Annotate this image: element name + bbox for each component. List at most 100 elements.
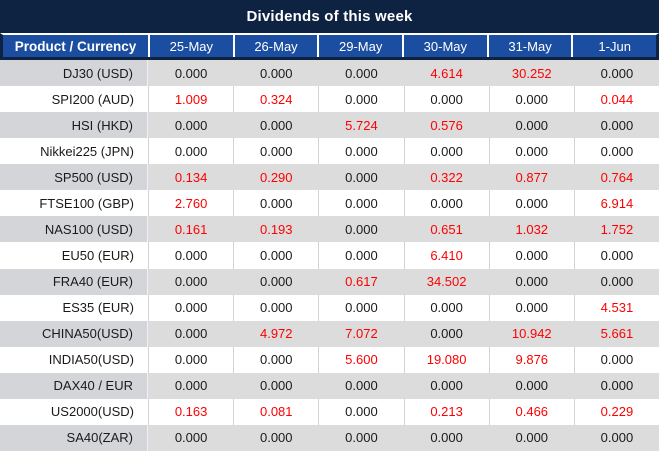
dividend-value: 0.000 <box>318 372 404 399</box>
dividend-value: 0.000 <box>318 242 404 269</box>
product-label: Nikkei225 (JPN) <box>0 138 148 165</box>
dividend-value: 0.000 <box>403 294 489 321</box>
dividend-value: 0.000 <box>148 112 234 139</box>
dividend-value: 0.000 <box>148 242 234 269</box>
dividend-value: 0.617 <box>318 268 404 295</box>
dividend-value: 0.000 <box>148 60 234 87</box>
table-row: HSI (HKD) 0.000 0.000 5.724 0.576 0.000 0.000 <box>0 112 659 139</box>
header-cell-product-currency: Product / Currency <box>3 35 148 57</box>
dividend-value: 0.000 <box>233 372 319 399</box>
dividend-value: 0.000 <box>233 112 319 139</box>
dividend-value: 0.877 <box>488 164 574 191</box>
dividend-value: 0.000 <box>148 346 234 373</box>
dividend-value: 0.000 <box>573 424 659 451</box>
dividend-value: 0.000 <box>318 216 404 243</box>
dividend-value: 0.000 <box>573 346 659 373</box>
dividend-value: 0.000 <box>233 138 319 165</box>
dividend-value: 0.000 <box>318 398 404 425</box>
table-row: NAS100 (USD) 0.161 0.193 0.000 0.651 1.032 1.7… <box>0 216 659 243</box>
dividend-value: 1.032 <box>488 216 574 243</box>
dividend-value: 0.000 <box>403 320 489 347</box>
dividend-value: 6.914 <box>573 190 659 217</box>
header-cell-date: 30-May <box>402 35 487 57</box>
table-row: FTSE100 (GBP) 2.760 0.000 0.000 0.000 0.000 6.… <box>0 190 659 217</box>
header-cell-date: 26-May <box>232 35 318 57</box>
dividend-value: 0.000 <box>233 346 319 373</box>
table-row: SPI200 (AUD) 1.009 0.324 0.000 0.000 0.000 0.0… <box>0 86 659 113</box>
header-cell-date: 25-May <box>148 35 233 57</box>
dividend-value: 0.000 <box>148 138 234 165</box>
table-row: DAX40 / EUR 0.000 0.000 0.000 0.000 0.000 0.00… <box>0 372 659 399</box>
product-label: SA40(ZAR) <box>0 424 148 451</box>
dividend-value: 19.080 <box>403 346 489 373</box>
dividend-value: 0.000 <box>488 372 574 399</box>
dividend-value: 0.213 <box>403 398 489 425</box>
header-cell-date: 1-Jun <box>571 35 657 57</box>
table-row: INDIA50(USD) 0.000 0.000 5.600 19.080 9.876 0.… <box>0 346 659 373</box>
dividend-value: 0.000 <box>233 294 319 321</box>
dividend-value: 0.000 <box>403 138 489 165</box>
dividend-value: 0.466 <box>488 398 574 425</box>
dividend-value: 0.163 <box>148 398 234 425</box>
table-row: CHINA50(USD) 0.000 4.972 7.072 0.000 10.942 5.… <box>0 320 659 347</box>
dividend-value: 4.614 <box>403 60 489 87</box>
dividend-value: 0.000 <box>233 242 319 269</box>
dividend-value: 0.000 <box>488 242 574 269</box>
dividend-value: 0.000 <box>148 424 234 451</box>
dividend-value: 0.229 <box>573 398 659 425</box>
dividend-value: 0.193 <box>233 216 319 243</box>
product-label: CHINA50(USD) <box>0 320 148 347</box>
dividend-value: 0.161 <box>148 216 234 243</box>
table-row: FRA40 (EUR) 0.000 0.000 0.617 34.502 0.000 0.0… <box>0 268 659 295</box>
table-row: SP500 (USD) 0.134 0.290 0.000 0.322 0.877 0.76… <box>0 164 659 191</box>
dividend-value: 0.000 <box>318 86 404 113</box>
product-label: DAX40 / EUR <box>0 372 148 399</box>
table-row: ES35 (EUR) 0.000 0.000 0.000 0.000 0.000 4.531 <box>0 294 659 321</box>
table-row: SA40(ZAR) 0.000 0.000 0.000 0.000 0.000 0.000 <box>0 424 659 451</box>
dividend-value: 0.290 <box>233 164 319 191</box>
dividend-value: 0.000 <box>318 190 404 217</box>
dividend-value: 0.000 <box>488 86 574 113</box>
dividend-value: 0.764 <box>573 164 659 191</box>
product-label: ES35 (EUR) <box>0 294 148 321</box>
dividend-value: 5.600 <box>318 346 404 373</box>
table-title: Dividends of this week <box>0 0 659 33</box>
table-row: DJ30 (USD) 0.000 0.000 0.000 4.614 30.252 0.00… <box>0 60 659 87</box>
dividend-value: 0.000 <box>318 164 404 191</box>
table-header: Product / Currency 25-May 26-May 29-May 30-M… <box>0 33 659 60</box>
dividend-value: 0.000 <box>403 190 489 217</box>
dividend-value: 0.000 <box>318 138 404 165</box>
dividend-value: 0.000 <box>233 60 319 87</box>
dividend-value: 0.000 <box>573 242 659 269</box>
dividend-value: 4.531 <box>573 294 659 321</box>
product-label: HSI (HKD) <box>0 112 148 139</box>
dividend-value: 0.000 <box>488 424 574 451</box>
product-label: DJ30 (USD) <box>0 60 148 87</box>
dividend-value: 0.044 <box>573 86 659 113</box>
dividend-value: 0.000 <box>318 294 404 321</box>
dividend-value: 2.760 <box>148 190 234 217</box>
dividend-value: 0.081 <box>233 398 319 425</box>
dividend-value: 0.000 <box>488 112 574 139</box>
dividend-value: 0.000 <box>573 112 659 139</box>
product-label: INDIA50(USD) <box>0 346 148 373</box>
table-row: US2000(USD) 0.163 0.081 0.000 0.213 0.466 0.22… <box>0 398 659 425</box>
dividend-value: 0.000 <box>488 138 574 165</box>
dividend-value: 6.410 <box>403 242 489 269</box>
dividend-value: 0.000 <box>403 424 489 451</box>
dividend-value: 34.502 <box>403 268 489 295</box>
dividend-value: 30.252 <box>488 60 574 87</box>
dividend-value: 0.000 <box>488 268 574 295</box>
dividend-value: 0.000 <box>573 372 659 399</box>
dividend-value: 0.000 <box>148 294 234 321</box>
product-label: SP500 (USD) <box>0 164 148 191</box>
dividend-value: 0.000 <box>148 320 234 347</box>
dividend-value: 0.000 <box>573 60 659 87</box>
dividend-value: 0.000 <box>233 268 319 295</box>
header-cell-date: 31-May <box>486 35 572 57</box>
table-row: Nikkei225 (JPN) 0.000 0.000 0.000 0.000 0.000… <box>0 138 659 165</box>
dividend-value: 7.072 <box>318 320 404 347</box>
dividend-value: 0.000 <box>318 60 404 87</box>
dividend-value: 9.876 <box>488 346 574 373</box>
